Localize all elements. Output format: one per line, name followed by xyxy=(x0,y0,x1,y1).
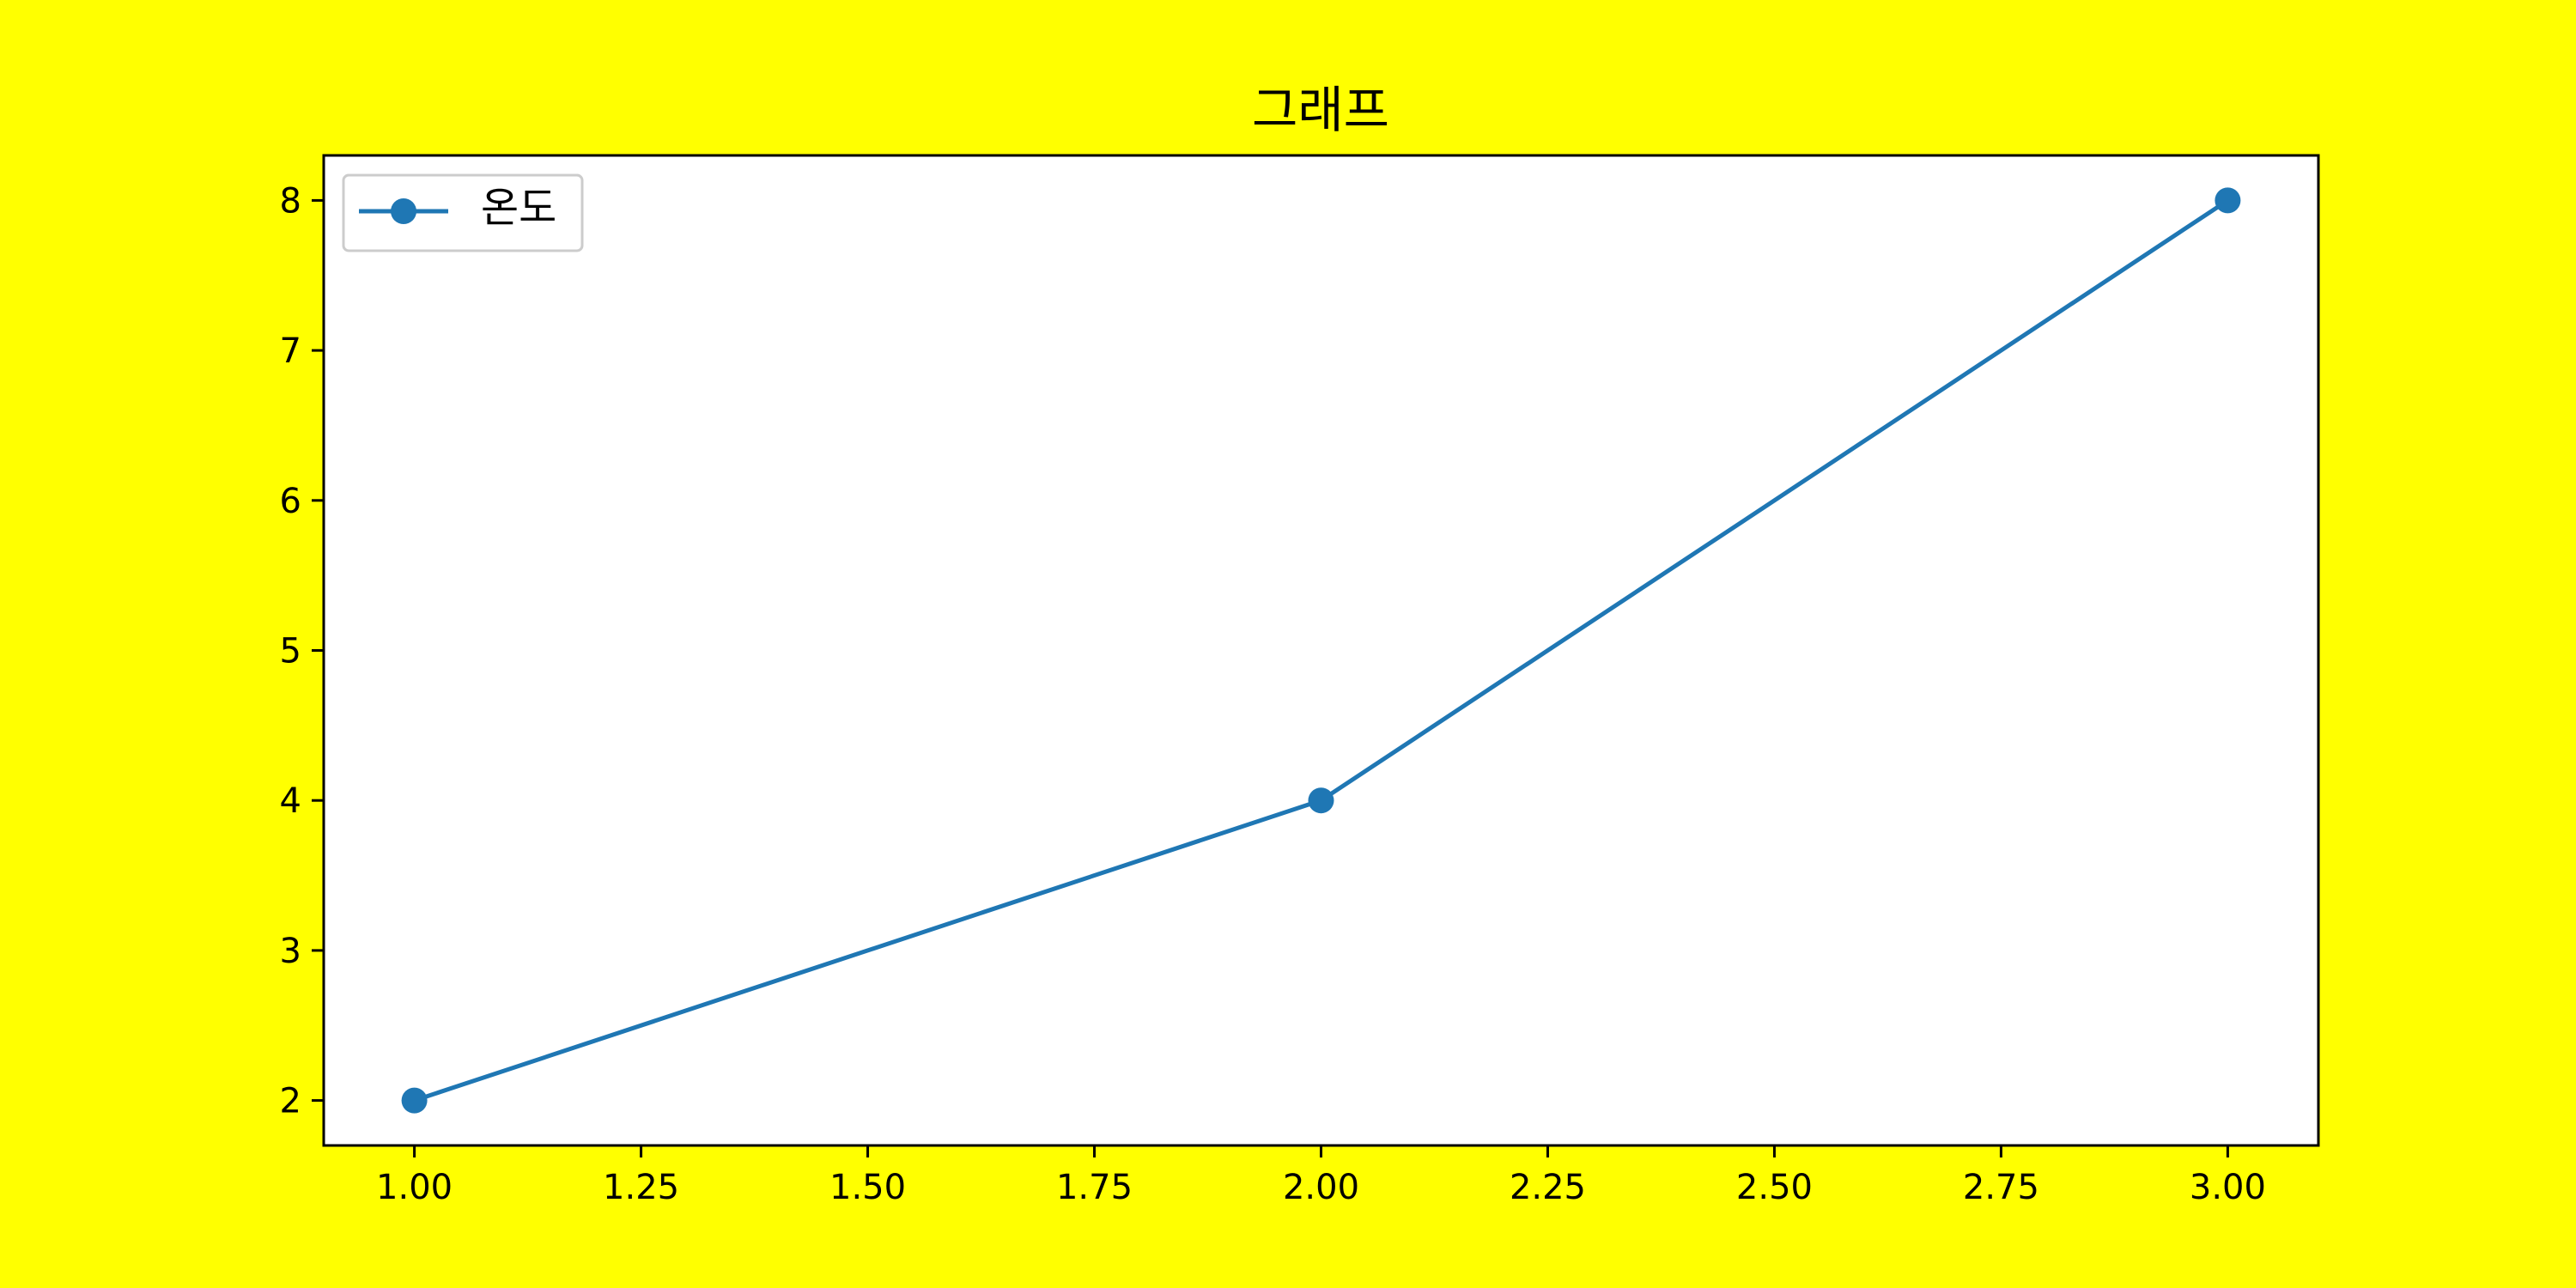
data-point xyxy=(401,1087,428,1114)
x-tick-label: 1.25 xyxy=(603,1168,679,1207)
data-point xyxy=(2215,187,2241,214)
plot-frame xyxy=(322,154,2320,1147)
y-axis: 2 3 4 5 6 7 8 xyxy=(280,181,324,1121)
legend-label: 온도 xyxy=(481,184,556,232)
x-axis: 1.00 1.25 1.50 1.75 2.00 2.25 2.50 2.75 3.00 xyxy=(376,1145,2266,1207)
x-tick-label: 2.50 xyxy=(1736,1168,1813,1207)
x-tick-label: 1.50 xyxy=(829,1168,906,1207)
x-tick-label: 3.00 xyxy=(2190,1168,2266,1207)
x-tick-label: 2.25 xyxy=(1510,1168,1586,1207)
legend-box xyxy=(342,173,584,252)
data-point xyxy=(1308,787,1334,814)
x-tick-label: 2.00 xyxy=(1283,1168,1359,1207)
plot-area xyxy=(324,155,2318,1145)
x-tick-label: 2.75 xyxy=(1963,1168,2039,1207)
y-tick-label: 8 xyxy=(280,181,301,221)
series-layer xyxy=(401,187,2241,1114)
legend-marker xyxy=(391,198,416,224)
y-tick-label: 5 xyxy=(280,632,301,671)
y-tick-label: 3 xyxy=(280,932,301,971)
x-tick-label: 1.00 xyxy=(376,1168,453,1207)
y-tick-label: 7 xyxy=(280,331,301,371)
y-tick-label: 4 xyxy=(280,781,301,821)
y-tick-label: 6 xyxy=(280,482,301,521)
chart-title: 그래프 xyxy=(1252,81,1389,139)
y-tick-label: 2 xyxy=(280,1082,301,1121)
legend: 온도 xyxy=(342,173,584,252)
x-tick-label: 1.75 xyxy=(1056,1168,1133,1207)
